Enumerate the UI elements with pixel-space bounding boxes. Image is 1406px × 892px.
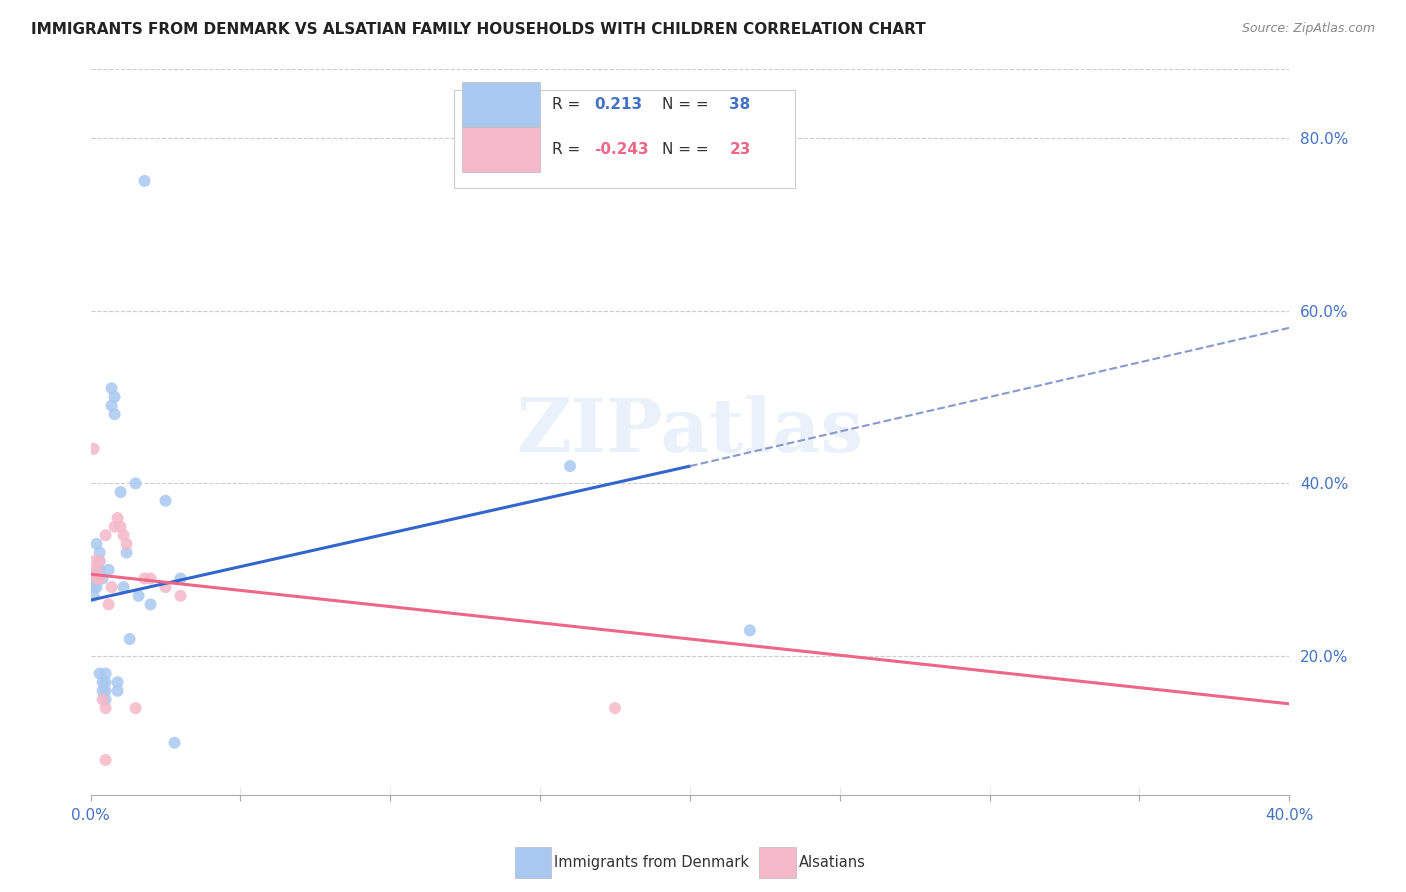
Text: R =: R = xyxy=(553,143,585,158)
Point xyxy=(139,598,162,612)
Text: 38: 38 xyxy=(730,97,751,112)
Point xyxy=(97,563,120,577)
Point xyxy=(139,572,162,586)
Point xyxy=(155,580,177,594)
Point xyxy=(91,572,114,586)
Point xyxy=(115,545,138,559)
Point xyxy=(107,684,129,698)
Point xyxy=(603,701,626,715)
Point xyxy=(124,701,146,715)
Point xyxy=(89,554,111,568)
Point xyxy=(89,666,111,681)
Point xyxy=(86,572,108,586)
Point xyxy=(94,666,117,681)
Point xyxy=(107,511,129,525)
Point xyxy=(112,528,135,542)
Point xyxy=(86,563,108,577)
Point xyxy=(112,580,135,594)
Point xyxy=(83,589,105,603)
Point xyxy=(83,572,105,586)
Point xyxy=(94,684,117,698)
Point xyxy=(169,589,191,603)
Point xyxy=(558,459,581,474)
Point xyxy=(94,675,117,690)
Point xyxy=(91,684,114,698)
Point xyxy=(100,399,122,413)
Point xyxy=(134,174,156,188)
Point xyxy=(100,580,122,594)
Text: N = =: N = = xyxy=(662,97,714,112)
Point xyxy=(738,624,761,638)
Text: 0.213: 0.213 xyxy=(593,97,643,112)
Point xyxy=(86,572,108,586)
Point xyxy=(89,572,111,586)
Point xyxy=(83,554,105,568)
Text: Immigrants from Denmark: Immigrants from Denmark xyxy=(554,855,749,870)
Text: Alsatians: Alsatians xyxy=(799,855,866,870)
Text: Source: ZipAtlas.com: Source: ZipAtlas.com xyxy=(1241,22,1375,36)
Point xyxy=(86,580,108,594)
Point xyxy=(118,632,141,646)
Point xyxy=(134,572,156,586)
Point xyxy=(124,476,146,491)
Point xyxy=(115,537,138,551)
Point xyxy=(155,493,177,508)
Point xyxy=(86,563,108,577)
Point xyxy=(83,580,105,594)
Point xyxy=(89,554,111,568)
Point xyxy=(89,545,111,559)
Point xyxy=(91,692,114,706)
Point xyxy=(100,381,122,395)
Point xyxy=(83,442,105,456)
Text: -0.243: -0.243 xyxy=(593,143,648,158)
Point xyxy=(110,485,132,500)
FancyBboxPatch shape xyxy=(454,90,796,188)
Point xyxy=(110,519,132,533)
Text: IMMIGRANTS FROM DENMARK VS ALSATIAN FAMILY HOUSEHOLDS WITH CHILDREN CORRELATION : IMMIGRANTS FROM DENMARK VS ALSATIAN FAMI… xyxy=(31,22,925,37)
Point xyxy=(94,692,117,706)
Text: 23: 23 xyxy=(730,143,751,158)
Point xyxy=(103,519,125,533)
Point xyxy=(163,736,186,750)
Point xyxy=(91,675,114,690)
FancyBboxPatch shape xyxy=(463,128,540,172)
Text: N = =: N = = xyxy=(662,143,714,158)
Point xyxy=(128,589,150,603)
Point xyxy=(169,572,191,586)
Point xyxy=(103,407,125,421)
FancyBboxPatch shape xyxy=(463,82,540,128)
Point xyxy=(94,701,117,715)
Text: R =: R = xyxy=(553,97,585,112)
Point xyxy=(94,753,117,767)
Point xyxy=(94,528,117,542)
Text: ZIPatlas: ZIPatlas xyxy=(516,395,863,468)
Point xyxy=(103,390,125,404)
Point xyxy=(97,598,120,612)
Point xyxy=(107,675,129,690)
Point xyxy=(86,537,108,551)
Point xyxy=(89,563,111,577)
